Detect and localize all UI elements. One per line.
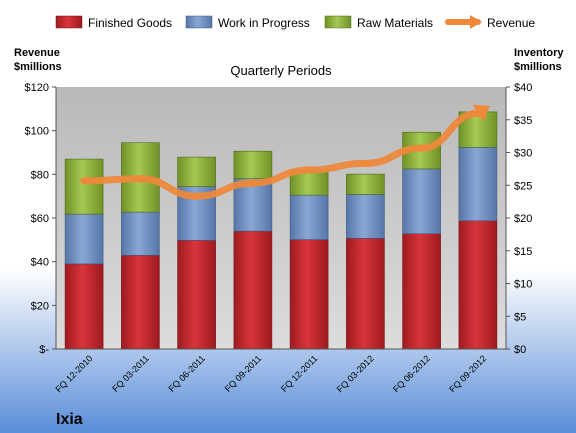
revenue-point-2 <box>136 175 144 183</box>
revenue-point-5 <box>305 166 313 174</box>
revenue-point-7 <box>418 144 426 152</box>
line-layer <box>80 104 490 200</box>
legend-swatch-work-in-progress <box>185 15 213 29</box>
legend-label-raw-materials: Raw Materials <box>357 16 433 30</box>
right-tick-label: $30 <box>514 148 532 160</box>
bar-finished-goods-7 <box>402 233 441 350</box>
bar-work-in-progress-1 <box>64 213 104 265</box>
bar-finished-goods-8 <box>458 220 498 350</box>
left-tick-label: $- <box>39 344 49 356</box>
bar-finished-goods-4 <box>233 230 273 350</box>
bar-finished-goods-2 <box>121 255 160 350</box>
right-tick-label: $40 <box>514 82 532 94</box>
left-axis-title-line2: $millions <box>14 61 62 73</box>
left-tick-label: $80 <box>31 169 49 181</box>
legend-swatch-revenue-arrowhead <box>470 15 482 29</box>
bar-work-in-progress-2 <box>121 211 160 256</box>
bar-raw-materials-3 <box>177 156 216 187</box>
revenue-point-6 <box>361 159 369 167</box>
revenue-point-1 <box>80 177 88 185</box>
right-tick-label: $20 <box>514 213 532 225</box>
revenue-point-3 <box>193 192 201 200</box>
legend: Finished Goods Work in Progress Raw Mate… <box>55 15 535 30</box>
left-tick-label: $40 <box>31 257 49 269</box>
bar-raw-materials-4 <box>233 150 273 179</box>
left-tick-label: $60 <box>31 213 49 225</box>
bar-work-in-progress-7 <box>402 168 441 234</box>
left-tick-label: $100 <box>25 126 49 138</box>
bar-finished-goods-5 <box>289 239 329 350</box>
right-tick-label: $15 <box>514 246 532 258</box>
left-tick-label: $120 <box>25 82 49 94</box>
right-tick-label: $25 <box>514 180 532 192</box>
brand-name: Ixia <box>56 411 83 428</box>
right-tick-label: $5 <box>514 311 526 323</box>
bar-finished-goods-1 <box>64 263 104 350</box>
bar-work-in-progress-6 <box>346 194 385 239</box>
bar-finished-goods-6 <box>346 238 385 350</box>
revenue-point-4 <box>249 179 257 187</box>
legend-label-finished-goods: Finished Goods <box>88 16 172 30</box>
right-tick-label: $10 <box>514 279 532 291</box>
right-axis-title-line2: $millions <box>514 61 562 73</box>
legend-swatch-raw-materials <box>324 15 352 29</box>
right-tick-label: $35 <box>514 115 532 127</box>
bar-work-in-progress-5 <box>289 194 329 240</box>
right-tick-label: $0 <box>514 344 526 356</box>
right-axis-title-line1: Inventory <box>514 47 564 59</box>
legend-swatch-finished-goods <box>55 15 83 29</box>
legend-label-revenue: Revenue <box>487 16 535 30</box>
chart-title: Quarterly Periods <box>230 63 332 78</box>
bar-raw-materials-6 <box>346 173 385 195</box>
left-axis-title-line1: Revenue <box>14 47 60 59</box>
legend-label-work-in-progress: Work in Progress <box>218 16 310 30</box>
bar-raw-materials-1 <box>64 158 104 215</box>
bar-finished-goods-3 <box>177 240 216 350</box>
revenue-point-8 <box>474 109 482 117</box>
bar-work-in-progress-8 <box>458 147 498 222</box>
left-tick-label: $20 <box>31 300 49 312</box>
